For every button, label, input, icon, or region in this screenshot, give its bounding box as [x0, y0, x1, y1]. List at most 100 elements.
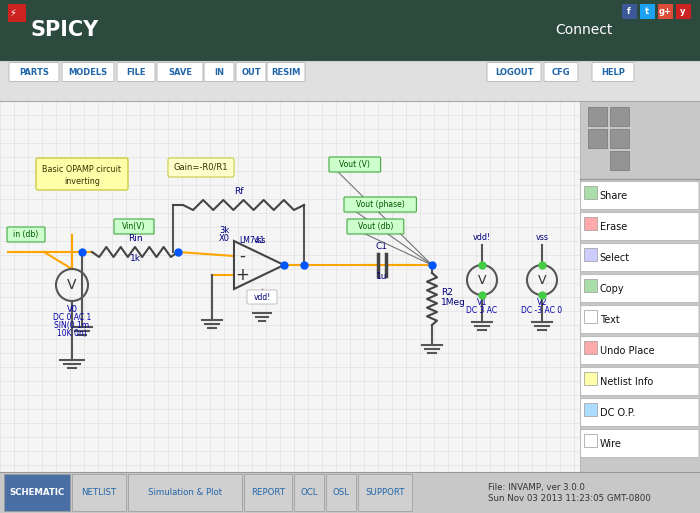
Bar	[358, 474, 412, 511]
Text: Erase: Erase	[600, 222, 627, 231]
FancyBboxPatch shape	[114, 219, 154, 234]
Bar	[584, 248, 596, 261]
Bar	[610, 107, 629, 126]
FancyBboxPatch shape	[580, 212, 699, 241]
Text: Undo Place: Undo Place	[600, 346, 654, 356]
Text: SAVE: SAVE	[168, 68, 192, 76]
Text: Vin(V): Vin(V)	[122, 222, 146, 230]
Text: DC -3 AC 0: DC -3 AC 0	[522, 306, 563, 315]
Bar	[0, 61, 700, 101]
Bar	[584, 403, 596, 416]
Bar	[658, 4, 673, 19]
Text: -: -	[239, 247, 245, 265]
FancyBboxPatch shape	[580, 182, 699, 209]
Text: DC O.P.: DC O.P.	[600, 407, 635, 418]
FancyBboxPatch shape	[62, 63, 114, 82]
Text: g+: g+	[659, 7, 671, 16]
Text: Share: Share	[600, 190, 628, 201]
Bar	[610, 150, 629, 170]
FancyBboxPatch shape	[7, 227, 45, 242]
Text: X0: X0	[218, 234, 230, 243]
Text: V: V	[538, 273, 546, 286]
Text: Sun Nov 03 2013 11:23:05 GMT-0800: Sun Nov 03 2013 11:23:05 GMT-0800	[488, 494, 651, 503]
Text: RESIM: RESIM	[272, 68, 301, 76]
Bar	[72, 474, 126, 511]
Text: LM741: LM741	[239, 236, 265, 245]
Text: FILE: FILE	[126, 68, 146, 76]
Bar	[326, 474, 356, 511]
Bar	[8, 4, 26, 22]
Text: File: INVAMP, ver 3.0.0: File: INVAMP, ver 3.0.0	[488, 483, 585, 492]
FancyBboxPatch shape	[580, 337, 699, 365]
Bar	[584, 186, 596, 199]
FancyBboxPatch shape	[487, 63, 541, 82]
FancyBboxPatch shape	[344, 197, 416, 212]
Text: vdd!: vdd!	[473, 233, 491, 242]
Text: OUT: OUT	[241, 68, 261, 76]
Text: Netlist Info: Netlist Info	[600, 377, 653, 387]
Text: Simulation & Plot: Simulation & Plot	[148, 488, 222, 497]
Bar	[0, 101, 580, 472]
Text: V1: V1	[477, 298, 487, 307]
FancyBboxPatch shape	[580, 367, 699, 396]
FancyBboxPatch shape	[157, 63, 203, 82]
Bar	[294, 474, 324, 511]
Text: Vout (db): Vout (db)	[358, 222, 393, 231]
Text: CFG: CFG	[552, 68, 570, 76]
FancyBboxPatch shape	[117, 63, 155, 82]
Text: 10K 0n): 10K 0n)	[57, 329, 87, 338]
Text: C1: C1	[376, 242, 388, 251]
Text: DC 0 AC 1: DC 0 AC 1	[53, 313, 91, 322]
Text: 1u: 1u	[377, 272, 388, 281]
Text: t: t	[645, 7, 649, 16]
Text: vdd!: vdd!	[253, 292, 271, 302]
Text: SPICY: SPICY	[30, 21, 98, 40]
Bar	[4, 474, 70, 511]
FancyBboxPatch shape	[347, 219, 404, 234]
Bar	[584, 279, 596, 291]
Text: R2: R2	[441, 288, 453, 297]
Text: Basic OPAMP circuit: Basic OPAMP circuit	[43, 166, 122, 174]
Text: V2: V2	[537, 298, 547, 307]
Text: NETLIST: NETLIST	[81, 488, 117, 497]
Bar	[584, 433, 596, 446]
Bar	[587, 107, 607, 126]
Bar	[584, 341, 596, 353]
Text: Copy: Copy	[600, 284, 624, 293]
Bar	[610, 129, 629, 148]
FancyBboxPatch shape	[236, 63, 266, 82]
Bar	[584, 216, 596, 229]
Text: SUPPORT: SUPPORT	[365, 488, 405, 497]
FancyBboxPatch shape	[36, 158, 128, 190]
Text: 1k: 1k	[130, 254, 141, 263]
Text: inverting: inverting	[64, 176, 100, 186]
FancyBboxPatch shape	[329, 157, 381, 172]
Text: OSL: OSL	[332, 488, 349, 497]
FancyBboxPatch shape	[580, 306, 699, 333]
Text: Select: Select	[600, 252, 630, 263]
Text: Gain=-R0/R1: Gain=-R0/R1	[174, 163, 228, 171]
Text: 3k: 3k	[219, 226, 229, 235]
Text: V: V	[67, 278, 77, 292]
FancyBboxPatch shape	[247, 290, 277, 304]
FancyBboxPatch shape	[580, 399, 699, 426]
Bar	[676, 4, 691, 19]
FancyBboxPatch shape	[580, 429, 699, 458]
Text: 1Meg: 1Meg	[441, 298, 466, 307]
Bar	[622, 4, 637, 19]
Bar	[640, 4, 655, 19]
Text: Wire: Wire	[600, 439, 622, 448]
FancyBboxPatch shape	[267, 63, 305, 82]
Text: Rf: Rf	[234, 187, 244, 196]
FancyBboxPatch shape	[9, 63, 59, 82]
Text: Vout (V): Vout (V)	[340, 160, 370, 169]
Text: IN: IN	[214, 68, 224, 76]
FancyBboxPatch shape	[168, 158, 234, 177]
Bar	[580, 101, 700, 472]
Text: Text: Text	[600, 314, 620, 325]
Text: vss: vss	[536, 233, 549, 242]
Text: SIN(0 1m: SIN(0 1m	[55, 321, 90, 330]
Text: Connect: Connect	[555, 23, 612, 37]
Text: DC 3 AC: DC 3 AC	[466, 306, 498, 315]
FancyBboxPatch shape	[580, 244, 699, 271]
